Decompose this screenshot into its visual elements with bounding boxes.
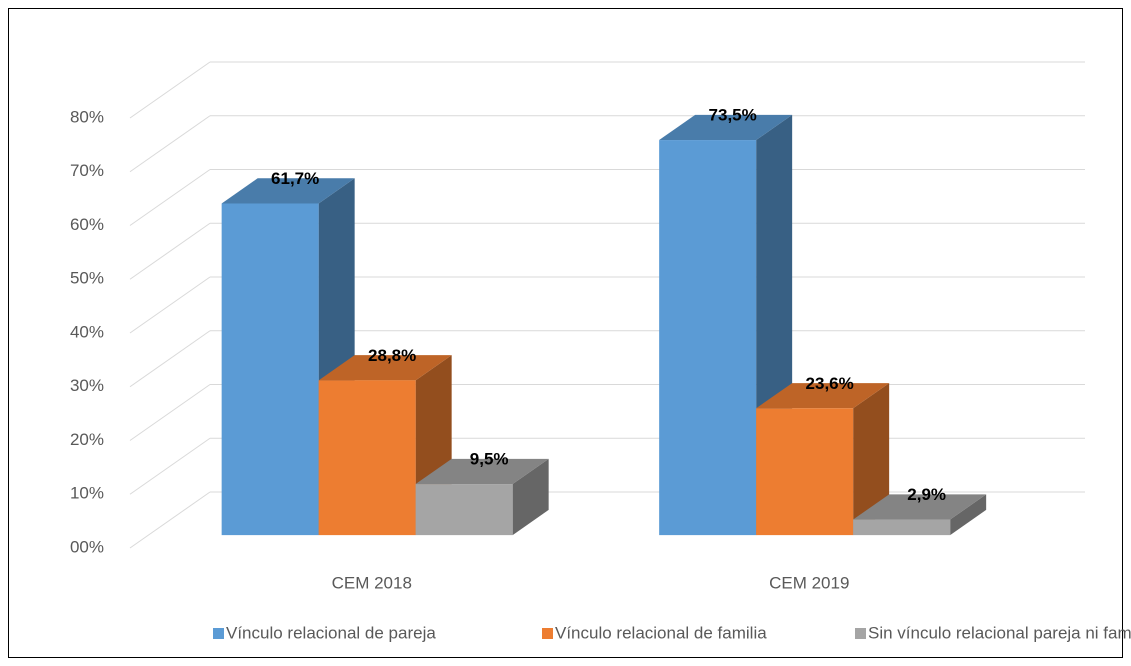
bar [221, 203, 319, 536]
grid-line [129, 61, 211, 119]
y-tick-label: 70% [70, 161, 104, 180]
bar-group [415, 458, 549, 536]
bar [756, 408, 854, 536]
chart-border [8, 8, 1123, 658]
data-label: 9,5% [470, 450, 509, 469]
legend-swatch [213, 628, 224, 639]
data-label: 2,9% [907, 485, 946, 504]
data-label: 73,5% [709, 106, 757, 125]
bar-top [853, 494, 987, 520]
data-label: 61,7% [271, 169, 319, 188]
y-tick-label: 20% [70, 430, 104, 449]
legend-label: Vínculo relacional de pareja [226, 623, 436, 642]
legend-swatch [855, 628, 866, 639]
grid-line [129, 330, 211, 388]
y-tick-label: 80% [70, 107, 104, 126]
legend-label: Vínculo relacional de familia [555, 623, 767, 642]
y-tick-label: 60% [70, 215, 104, 234]
bar-side [853, 383, 890, 536]
x-tick-label: CEM 2018 [332, 573, 412, 592]
y-tick-label: 10% [70, 484, 104, 503]
data-label: 23,6% [806, 374, 854, 393]
bar-group [318, 355, 452, 536]
bar-side [950, 494, 987, 536]
bar-group [756, 383, 890, 536]
bar [659, 140, 757, 536]
grid-line [129, 384, 211, 441]
legend-swatch [542, 628, 553, 639]
bar-top [318, 355, 452, 381]
grid-line [129, 115, 211, 173]
data-label: 28,8% [368, 346, 416, 365]
y-tick-label: 40% [70, 322, 104, 341]
x-tick-label: CEM 2019 [769, 573, 849, 592]
bar-side [512, 458, 549, 536]
y-tick-label: 00% [70, 537, 104, 556]
bar-group [853, 494, 987, 536]
grid-line [129, 169, 211, 226]
legend-label: Sin vínculo relacional pareja ni familia [868, 623, 1131, 642]
bar [318, 380, 416, 536]
grid-line [129, 222, 211, 280]
bar-top [756, 383, 890, 409]
bar-top [659, 114, 793, 141]
y-tick-label: 50% [70, 269, 104, 288]
bar [415, 484, 513, 536]
bar-top [415, 458, 549, 485]
bar [853, 519, 951, 536]
bar-group [221, 178, 355, 536]
y-tick-label: 30% [70, 376, 104, 395]
bar-group [659, 114, 793, 536]
bar-top [221, 178, 355, 204]
grid-line [129, 276, 211, 334]
grid-line [129, 437, 211, 495]
grid-line [129, 491, 211, 549]
